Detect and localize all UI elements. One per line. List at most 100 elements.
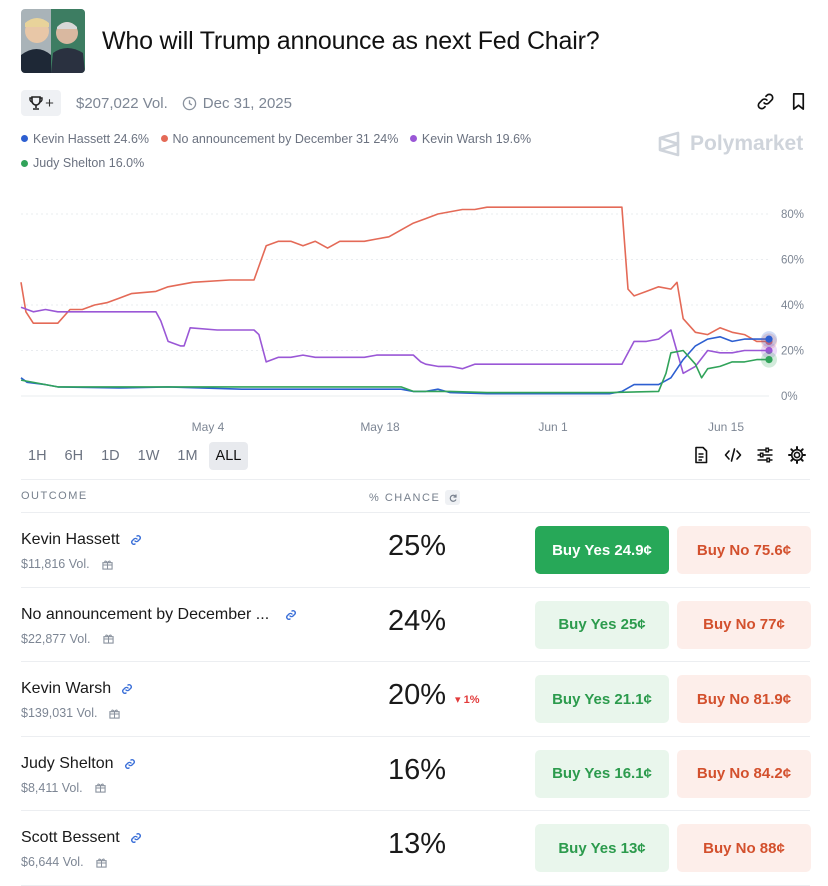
buy-no-button[interactable]: Buy No 81.9¢ — [677, 675, 811, 724]
outcome-name: No announcement by December ... — [21, 606, 297, 624]
settings-gear-icon[interactable] — [788, 446, 806, 464]
buy-no-button[interactable]: Buy No 75.6¢ — [677, 526, 811, 574]
outcome-name-text: Kevin Warsh — [21, 680, 112, 698]
link-icon[interactable] — [130, 534, 142, 546]
range-all[interactable]: ALL — [208, 442, 249, 470]
series-line — [20, 306, 769, 375]
gift-icon — [109, 709, 121, 719]
buy-no-button[interactable]: Buy No 77¢ — [677, 600, 811, 649]
legend-label: Judy Shelton 16.0% — [33, 156, 145, 170]
range-1d[interactable]: 1D — [101, 448, 120, 464]
link-icon[interactable] — [285, 609, 297, 621]
outcome-row-no-announcement[interactable]: No announcement by December ... $22,877 … — [21, 588, 811, 663]
range-6h[interactable]: 6H — [64, 448, 84, 464]
outcome-name: Judy Shelton — [21, 755, 136, 773]
outcome-volume: $8,411 Vol. — [21, 781, 106, 795]
rewards-plus: + — [45, 94, 54, 112]
y-tick-label: 20% — [781, 346, 804, 358]
outcome-volume: $6,644 Vol. — [21, 855, 107, 869]
polymarket-brand: Polymarket — [690, 132, 804, 155]
range-1w[interactable]: 1W — [137, 448, 160, 464]
outcome-name-text: Kevin Hassett — [21, 531, 120, 548]
link-icon[interactable] — [121, 683, 133, 695]
gift-icon — [95, 858, 107, 868]
legend-item-shelton: Judy Shelton 16.0% — [21, 151, 144, 175]
outcome-column-header: OUTCOME — [21, 490, 88, 502]
y-tick-label: 0% — [781, 391, 798, 403]
refresh-icon[interactable] — [445, 490, 461, 505]
outcome-chance: 16% — [388, 753, 447, 786]
bookmark-icon[interactable] — [789, 92, 808, 111]
market-actions — [756, 92, 808, 111]
range-1h[interactable]: 1H — [28, 448, 47, 464]
buy-yes-button[interactable]: Buy Yes 13¢ — [535, 824, 669, 873]
document-icon[interactable] — [692, 446, 710, 464]
outcome-volume-text: $6,644 Vol. — [21, 855, 84, 870]
trophy-icon — [29, 96, 43, 110]
buy-no-button[interactable]: Buy No 84.2¢ — [677, 749, 811, 798]
legend-dot — [160, 135, 168, 142]
outcome-name-text: Judy Shelton — [21, 754, 114, 772]
sliders-icon[interactable] — [756, 446, 774, 464]
series-line — [20, 336, 769, 395]
outcome-row-bessent[interactable]: Scott Bessent $6,644 Vol. 13% Buy Yes 13… — [21, 811, 811, 886]
outcome-name-text: Scott Bessent — [21, 829, 120, 847]
outcome-name-text: No announcement by December ... — [21, 605, 270, 623]
market-title: Who will Trump announce as next Fed Chai… — [102, 26, 600, 55]
time-range-selector: 1H 6H 1D 1W 1M ALL — [21, 442, 249, 470]
buy-yes-button[interactable]: Buy Yes 24.9¢ — [535, 526, 669, 574]
outcome-volume: $11,816 Vol. — [21, 557, 113, 571]
outcome-volume-text: $22,877 Vol. — [21, 631, 91, 646]
market-image — [21, 9, 85, 73]
chance-change-down: ▾ 1% — [455, 694, 480, 707]
series-line — [20, 206, 769, 343]
gift-icon — [102, 634, 114, 644]
gift-icon — [101, 560, 113, 570]
outcome-chance: 13% — [388, 828, 447, 861]
chance-column-header: % CHANCE — [369, 490, 461, 505]
legend-dot — [21, 159, 28, 167]
price-chart[interactable]: 80% 60% 40% 20% 0% May 4 May 18 Jun 1 Jun 15 — [0, 190, 828, 440]
outcome-chance: 25% — [388, 530, 447, 562]
y-tick-label: 80% — [781, 209, 804, 221]
market-volume: $207,022 Vol. — [76, 94, 168, 112]
legend-dot — [409, 135, 417, 142]
buy-yes-button[interactable]: Buy Yes 16.1¢ — [535, 749, 669, 798]
series-endpoint — [765, 346, 773, 355]
outcome-chance: 24% — [388, 604, 447, 637]
market-header: Who will Trump announce as next Fed Chai… — [21, 9, 600, 73]
y-tick-label: 60% — [781, 255, 804, 267]
embed-code-icon[interactable] — [724, 446, 742, 464]
legend-label: No announcement by December 31 24% — [172, 131, 399, 146]
legend-label: Kevin Warsh 19.6% — [421, 131, 532, 146]
outcome-row-shelton[interactable]: Judy Shelton $8,411 Vol. 16% Buy Yes 16.… — [21, 737, 811, 812]
polymarket-logo-icon — [658, 131, 680, 157]
x-tick-label: May 4 — [192, 420, 225, 434]
x-tick-label: Jun 15 — [708, 420, 744, 434]
link-icon[interactable] — [756, 92, 775, 111]
outcome-name: Kevin Hassett — [21, 531, 142, 549]
market-meta: + $207,022 Vol. Dec 31, 2025 — [21, 89, 292, 117]
range-1m[interactable]: 1M — [177, 448, 198, 464]
legend-dot — [21, 135, 28, 142]
rewards-button[interactable]: + — [21, 90, 61, 116]
buy-yes-button[interactable]: Buy Yes 21.1¢ — [535, 675, 669, 724]
outcome-chance: 20% — [388, 679, 447, 712]
outcome-volume: $139,031 Vol. — [21, 706, 121, 721]
series-line — [20, 349, 769, 394]
link-icon[interactable] — [124, 758, 136, 770]
series-endpoint — [765, 356, 773, 364]
outcome-row-warsh[interactable]: Kevin Warsh $139,031 Vol. 20% ▾ 1% Buy Y… — [21, 662, 811, 737]
outcome-name: Scott Bessent — [21, 829, 142, 847]
outcomes-header: OUTCOME % CHANCE — [21, 479, 810, 513]
gift-icon — [95, 783, 106, 793]
link-icon[interactable] — [130, 832, 142, 844]
chart-legend: Kevin Hassett 24.6% No announcement by D… — [21, 126, 581, 175]
outcome-volume-text: $11,816 Vol. — [21, 557, 90, 571]
outcome-volume-text: $139,031 Vol. — [21, 706, 98, 721]
buy-no-button[interactable]: Buy No 88¢ — [677, 824, 811, 873]
clock-icon — [182, 96, 197, 110]
x-tick-label: May 18 — [360, 420, 400, 434]
buy-yes-button[interactable]: Buy Yes 25¢ — [535, 600, 669, 649]
outcome-row-hassett[interactable]: Kevin Hassett $11,816 Vol. 25% Buy Yes 2… — [21, 513, 811, 588]
